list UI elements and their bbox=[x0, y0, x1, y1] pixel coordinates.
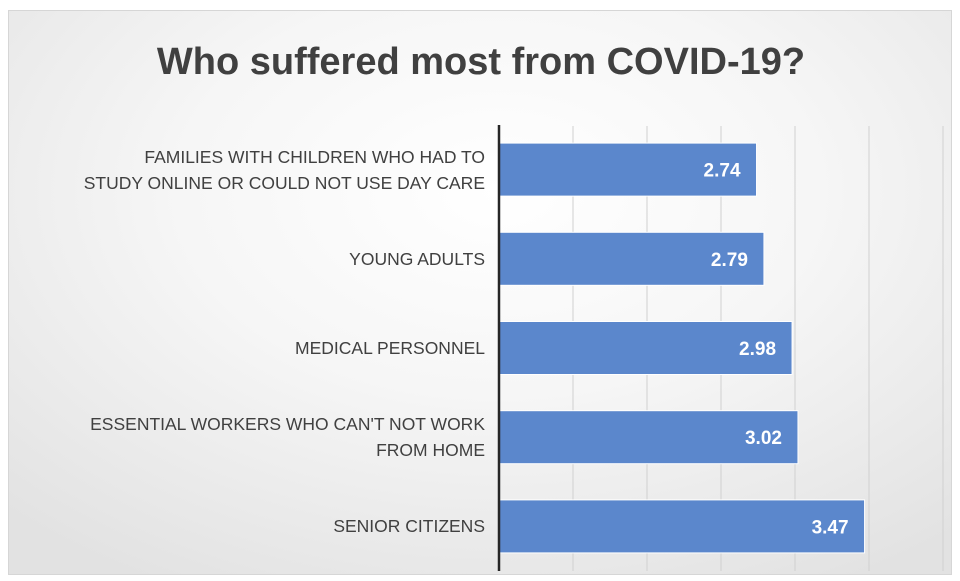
bar bbox=[498, 410, 799, 465]
category-label-line: FROM HOME bbox=[376, 440, 485, 461]
bar bbox=[498, 142, 758, 197]
category-label-line: YOUNG ADULTS bbox=[349, 248, 485, 269]
category-label: SENIOR CITIZENS bbox=[9, 513, 485, 539]
bar-value-label: 2.74 bbox=[704, 161, 741, 182]
category-label-line: MEDICAL PERSONNEL bbox=[295, 338, 485, 358]
category-label-line: ESSENTIAL WORKERS WHO CAN'T NOT WORK bbox=[90, 414, 485, 435]
bar bbox=[498, 499, 866, 554]
bar-value-label: 3.02 bbox=[745, 428, 782, 449]
bar-value-label: 2.98 bbox=[739, 339, 776, 360]
bar-value-label: 3.47 bbox=[812, 517, 849, 538]
bar-value-label: 2.79 bbox=[711, 250, 748, 271]
category-label: FAMILIES WITH CHILDREN WHO HAD TO STUDY O… bbox=[9, 144, 485, 196]
category-label: YOUNG ADULTS bbox=[9, 246, 485, 272]
chart-title: Who suffered most from COVID-19? bbox=[156, 41, 806, 83]
chart-card: Who suffered most from COVID-19? 2.74 2.7… bbox=[8, 10, 952, 575]
category-label-line: FAMILIES WITH CHILDREN WHO HAD TO bbox=[144, 146, 485, 167]
category-label: MEDICAL PERSONNEL bbox=[9, 335, 485, 361]
bar-chart: 2.74 2.79 2.98 3.02 3.47 bbox=[497, 125, 944, 571]
category-label: ESSENTIAL WORKERS WHO CAN'T NOT WORK FROM… bbox=[9, 411, 485, 463]
category-labels: FAMILIES WITH CHILDREN WHO HAD TO STUDY O… bbox=[9, 11, 489, 574]
bar bbox=[498, 321, 793, 375]
category-label-line: STUDY ONLINE OR COULD NOT USE DAY CARE bbox=[83, 172, 485, 193]
category-label-line: SENIOR CITIZENS bbox=[333, 516, 485, 537]
